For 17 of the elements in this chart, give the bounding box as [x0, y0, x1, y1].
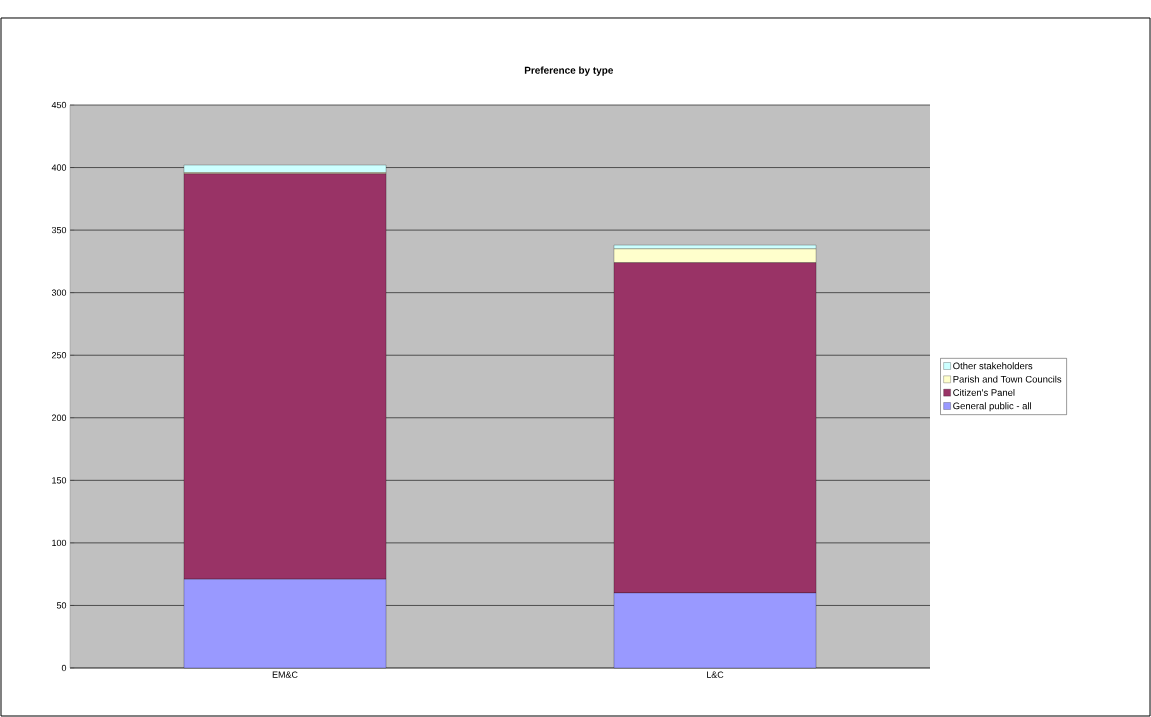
x-tick-label: EM&C — [272, 671, 298, 678]
y-tick-label: 300 — [51, 289, 67, 296]
legend-label: Other stakeholders — [953, 362, 1033, 370]
y-tick-label: 350 — [51, 226, 67, 234]
y-tick-label: 100 — [52, 539, 67, 547]
y-tick-label: 150 — [52, 477, 67, 484]
chart-title: Preference by type — [524, 66, 614, 76]
legend-label: Citizen's Panel — [953, 388, 1015, 396]
y-tick-label: 0 — [61, 664, 67, 672]
y-tick-label: 250 — [51, 352, 67, 359]
legend-label: Parish and Town Councils — [953, 375, 1062, 383]
legend-label: General public - all — [953, 402, 1031, 412]
y-tick-label: 400 — [51, 164, 67, 171]
y-tick-label: 50 — [56, 602, 67, 609]
y-tick-label: 200 — [51, 414, 67, 421]
y-tick-label: 450 — [51, 101, 67, 109]
x-tick-label: L&C — [707, 671, 724, 678]
